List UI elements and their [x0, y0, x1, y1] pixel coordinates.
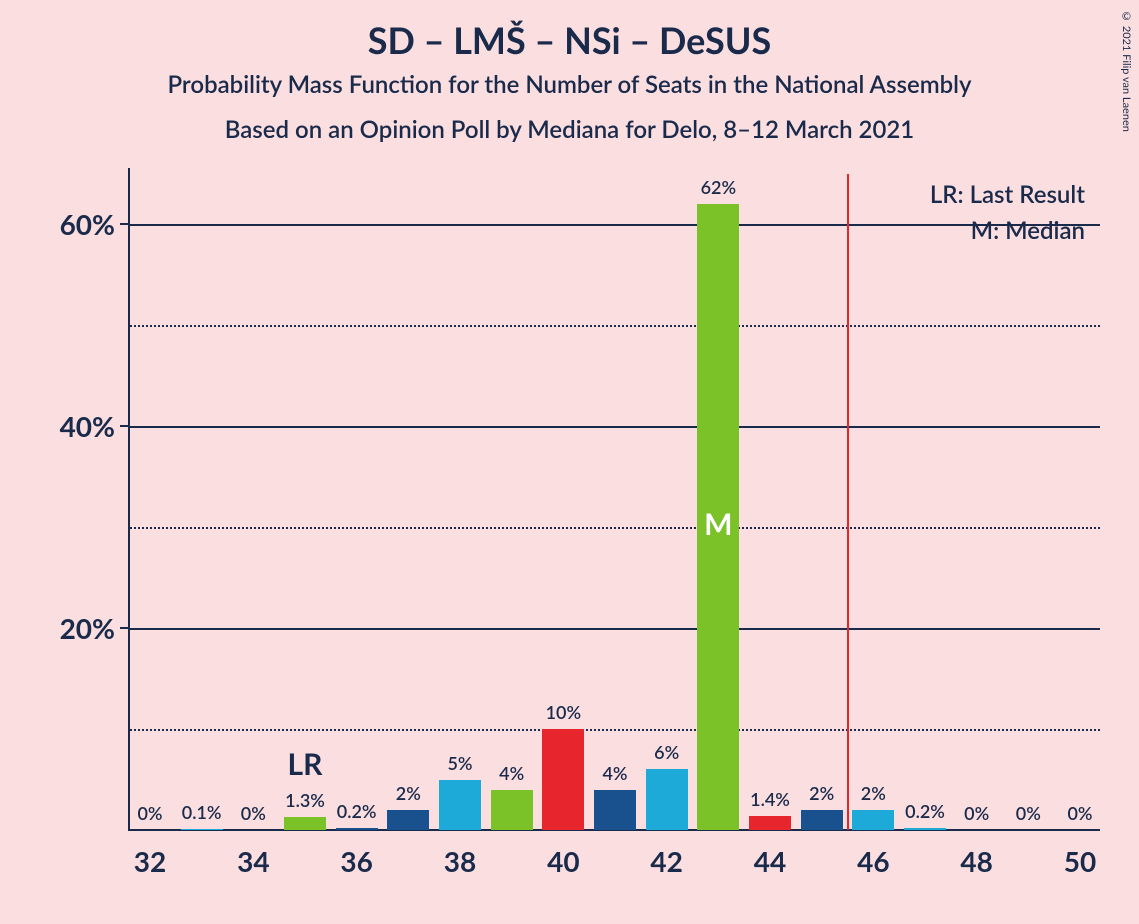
x-axis-tick-label: 42 [650, 844, 682, 878]
y-tick [120, 223, 130, 225]
gridline-major [130, 628, 1100, 630]
majority-line [847, 174, 849, 830]
bar-value-label: 2% [396, 782, 421, 804]
x-axis-tick-label: 38 [444, 844, 476, 878]
gridline-major [130, 224, 1100, 226]
bar [542, 729, 584, 830]
bar-value-label: 4% [602, 762, 627, 784]
y-tick [120, 627, 130, 629]
x-axis-tick-label: 40 [547, 844, 579, 878]
bar [904, 828, 946, 830]
bar [336, 828, 378, 830]
chart-subtitle-1: Probability Mass Function for the Number… [0, 70, 1139, 99]
gridline-minor [130, 325, 1100, 327]
legend-m: M: Median [971, 216, 1085, 245]
bar [181, 829, 223, 830]
bar-value-label: 2% [809, 782, 834, 804]
bar-value-label: 2% [861, 782, 886, 804]
x-axis-tick-label: 44 [754, 844, 786, 878]
x-axis-tick-label: 50 [1064, 844, 1096, 878]
bar-value-label: 62% [701, 176, 736, 198]
gridline-major [130, 426, 1100, 428]
x-axis-tick-label: 46 [857, 844, 889, 878]
bar-value-label: 4% [499, 762, 524, 784]
bar-value-label: 5% [447, 752, 472, 774]
x-axis-tick-label: 32 [134, 844, 166, 878]
y-axis-tick-label: 40% [60, 409, 115, 443]
bar-value-label: 6% [654, 741, 679, 763]
chart-title: SD – LMŠ – NSi – DeSUS [0, 18, 1139, 62]
bar [749, 816, 791, 830]
bar [387, 810, 429, 830]
bar [491, 790, 533, 830]
bar [852, 810, 894, 830]
bar-value-label: 0% [964, 802, 989, 824]
bar-value-label: 10% [546, 701, 581, 723]
x-axis-tick-label: 34 [237, 844, 269, 878]
bar-value-label: 0.2% [337, 800, 377, 822]
chart-container: SD – LMŠ – NSi – DeSUS Probability Mass … [0, 0, 1139, 924]
chart-subtitle-2: Based on an Opinion Poll by Mediana for … [0, 115, 1139, 144]
bar [594, 790, 636, 830]
y-axis-tick-label: 60% [60, 207, 115, 241]
y-axis-tick-label: 20% [60, 611, 115, 645]
gridline-minor [130, 527, 1100, 529]
x-axis-tick-label: 48 [960, 844, 992, 878]
median-marker: M [704, 506, 732, 542]
bar [801, 810, 843, 830]
copyright-text: © 2021 Filip van Laenen [1120, 10, 1133, 132]
bar-value-label: 0% [1016, 802, 1041, 824]
bar-value-label: 0% [241, 802, 266, 824]
bar-value-label: 1.4% [750, 788, 790, 810]
bar [284, 817, 326, 830]
bar-value-label: 0% [137, 802, 162, 824]
bar-value-label: 0.1% [182, 801, 222, 823]
bar [646, 769, 688, 830]
legend-lr: LR: Last Result [930, 180, 1085, 209]
y-tick [120, 425, 130, 427]
gridline-minor [130, 729, 1100, 731]
bar-value-label: 1.3% [285, 789, 325, 811]
x-axis-tick-label: 36 [340, 844, 372, 878]
plot-area: LR: Last Result M: Median 20%40%60%32343… [130, 174, 1100, 830]
last-result-marker: LR [288, 746, 323, 782]
bar-value-label: 0% [1067, 802, 1092, 824]
bar [439, 780, 481, 830]
bar-value-label: 0.2% [905, 800, 945, 822]
